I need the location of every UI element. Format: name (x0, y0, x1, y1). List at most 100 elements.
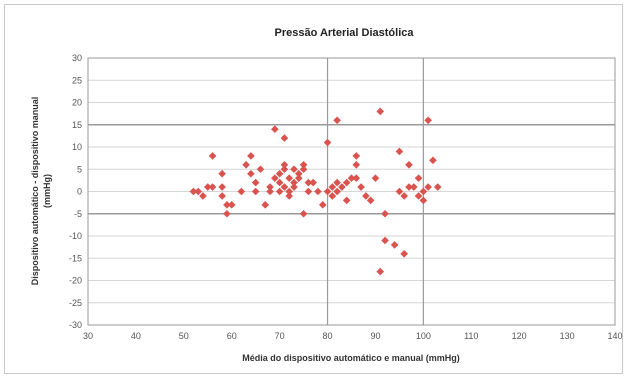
data-point (199, 192, 207, 200)
data-point (271, 125, 279, 133)
data-point (333, 116, 341, 125)
data-point (275, 187, 284, 196)
chart-frame: Pressão Arterial Diastólica 30 25 20 15 10 5 0… (4, 4, 623, 374)
data-point (419, 187, 428, 196)
data-point (280, 165, 289, 174)
data-point (333, 187, 341, 196)
data-point (280, 134, 289, 142)
y-axis-title-line2: (mmHg) (42, 174, 52, 208)
data-point (299, 209, 308, 218)
y-tick-label: 30 (72, 53, 82, 63)
data-point (362, 192, 370, 200)
data-point (203, 183, 212, 191)
data-point (208, 183, 217, 191)
data-point (290, 178, 298, 187)
data-point (333, 178, 341, 187)
data-point (352, 152, 361, 160)
data-point (242, 161, 250, 169)
data-point (338, 183, 346, 191)
scatter-chart: Pressão Arterial Diastólica 302520151050… (30, 27, 623, 363)
x-axis-title: Média do dispositivo automático e manual… (242, 353, 460, 363)
data-point (419, 196, 428, 205)
gridlines (88, 79, 615, 304)
data-point (299, 165, 308, 174)
data-point (285, 192, 294, 200)
data-point (218, 169, 226, 178)
data-point (400, 192, 408, 200)
y-tick-label: -15 (69, 253, 82, 263)
data-point (223, 209, 231, 218)
y-axis-title-line1: Dispositivo automático - dispositivo man… (30, 97, 40, 286)
data-point (424, 116, 432, 125)
data-point (266, 183, 274, 191)
data-point (285, 174, 294, 182)
data-point (280, 161, 289, 169)
data-point (376, 267, 385, 276)
data-point (290, 183, 298, 191)
data-point (285, 187, 294, 196)
data-point (280, 183, 289, 191)
data-point (347, 174, 356, 182)
data-point (275, 169, 284, 178)
x-tick-label: 130 (560, 331, 575, 341)
x-tick-label: 40 (131, 331, 141, 341)
y-tick-label: -30 (69, 320, 82, 330)
data-point (433, 183, 442, 191)
data-point (405, 183, 413, 191)
data-point (304, 178, 313, 187)
data-point (256, 165, 265, 174)
data-point (342, 196, 351, 205)
data-point (261, 201, 270, 209)
data-point (429, 156, 437, 165)
x-tick-label: 80 (323, 331, 333, 341)
data-point (295, 169, 303, 178)
data-point (400, 250, 408, 258)
data-point (371, 174, 380, 182)
data-point (194, 187, 202, 196)
y-tick-label: 10 (72, 142, 82, 152)
data-point (295, 174, 303, 182)
data-point (414, 192, 423, 200)
data-point (299, 161, 308, 169)
y-tick-label: -10 (69, 231, 82, 241)
y-tick-label: -20 (69, 276, 82, 286)
data-point (328, 192, 337, 200)
data-point (342, 178, 351, 187)
y-tick-label: 5 (77, 164, 82, 174)
data-point (328, 183, 337, 191)
data-point (318, 201, 327, 209)
y-tick-label: -5 (74, 209, 82, 219)
y-tick-label: 0 (77, 187, 82, 197)
data-point (247, 169, 255, 178)
x-tick-label: 60 (227, 331, 237, 341)
data-point (376, 107, 385, 116)
y-tick-label: -25 (69, 298, 82, 308)
data-point (323, 187, 332, 196)
data-point (266, 187, 274, 196)
data-point (323, 138, 332, 147)
data-point (381, 236, 389, 245)
data-point (218, 192, 226, 200)
data-point (227, 201, 236, 209)
data-point (357, 183, 365, 191)
data-point (237, 187, 246, 196)
data-point (409, 183, 418, 191)
data-point (223, 201, 231, 209)
data-point (414, 174, 423, 182)
x-tick-label: 70 (275, 331, 285, 341)
x-axis: 30 40 50 60 70 80 90 100 110 120 130 140 (83, 331, 623, 341)
x-tick-label: 100 (416, 331, 431, 341)
chart-title: Pressão Arterial Diastólica (275, 27, 415, 39)
data-point (290, 165, 298, 174)
x-tick-label: 110 (464, 331, 478, 341)
data-point (366, 196, 375, 205)
data-point (251, 178, 260, 187)
data-point (395, 187, 404, 196)
data-point (218, 183, 226, 191)
data-point (314, 187, 322, 196)
data-point (247, 152, 255, 160)
data-point (251, 187, 260, 196)
data-point (352, 174, 361, 182)
plot-area (87, 57, 616, 326)
data-points (189, 107, 442, 276)
